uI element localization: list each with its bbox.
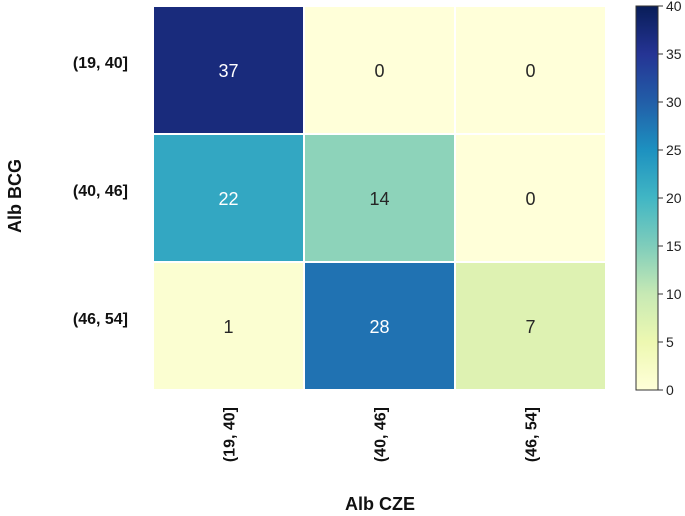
x-tick-label: (19, 40] bbox=[222, 407, 239, 462]
y-tick-label: (40, 46] bbox=[73, 183, 128, 200]
colorbar-tick-label: 0 bbox=[666, 382, 674, 398]
colorbar-tick-label: 25 bbox=[666, 142, 682, 158]
colorbar-tick-label: 10 bbox=[666, 286, 682, 302]
heatmap-cells: 37 0 0 22 14 0 1 28 7 bbox=[152, 5, 607, 391]
x-tick-label: (40, 46] bbox=[373, 407, 390, 462]
heatmap-cell bbox=[454, 133, 607, 263]
y-tick-label: (19, 40] bbox=[73, 55, 128, 72]
cell-value-label: 28 bbox=[369, 317, 389, 337]
heatmap-cell bbox=[303, 5, 456, 135]
cell-value-label: 14 bbox=[369, 189, 389, 209]
cell-value-label: 0 bbox=[525, 189, 535, 209]
cell-value-label: 22 bbox=[218, 189, 238, 209]
heatmap-cell bbox=[152, 261, 305, 391]
colorbar-tick-label: 30 bbox=[666, 94, 682, 110]
colorbar-gradient bbox=[635, 5, 659, 391]
heatmap-cell bbox=[303, 261, 456, 391]
x-tick-labels: (19, 40] (40, 46] (46, 54] bbox=[222, 407, 541, 462]
heatmap-cell bbox=[454, 261, 607, 391]
cell-value-label: 0 bbox=[525, 61, 535, 81]
cell-value-label: 0 bbox=[374, 61, 384, 81]
y-tick-label: (46, 54] bbox=[73, 311, 128, 328]
colorbar-tick-label: 5 bbox=[666, 334, 674, 350]
colorbar-tick-label: 35 bbox=[666, 46, 682, 62]
heatmap-cell bbox=[152, 133, 305, 263]
y-tick-labels: (19, 40] (40, 46] (46, 54] bbox=[73, 55, 128, 328]
heatmap-cell bbox=[152, 5, 305, 135]
cell-value-label: 7 bbox=[525, 317, 535, 337]
colorbar: 0 5 10 15 20 25 30 35 40 bbox=[635, 0, 682, 398]
y-axis-label: Alb BCG bbox=[5, 159, 25, 233]
x-tick-label: (46, 54] bbox=[524, 407, 541, 462]
cell-value-label: 1 bbox=[223, 317, 233, 337]
colorbar-tick-label: 40 bbox=[666, 0, 682, 14]
colorbar-tick-label: 15 bbox=[666, 238, 682, 254]
heatmap-cell bbox=[454, 5, 607, 135]
cell-value-label: 37 bbox=[218, 61, 238, 81]
x-axis-label: Alb CZE bbox=[345, 494, 415, 514]
colorbar-tick-label: 20 bbox=[666, 190, 682, 206]
